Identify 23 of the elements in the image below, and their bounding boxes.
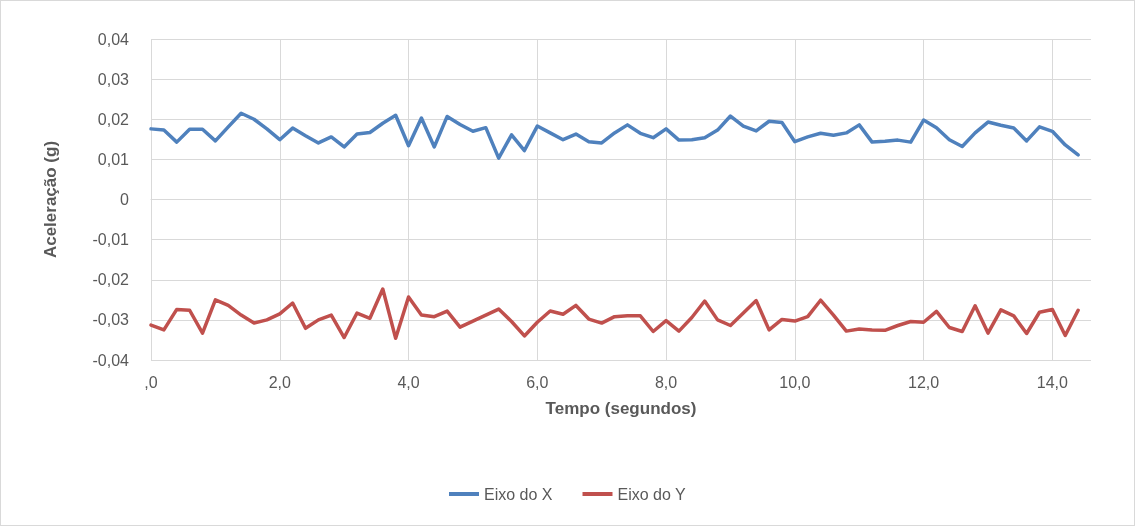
x-tick-label: 4,0	[397, 373, 420, 391]
y-tick-label: 0,03	[97, 70, 130, 88]
y-tick-label: -0,03	[92, 311, 130, 329]
y-tick-label: -0,04	[92, 351, 130, 369]
x-tick-label: 6,0	[526, 373, 549, 391]
y-tick-label: 0,01	[97, 150, 130, 168]
legend-label: Eixo do Y	[617, 485, 687, 503]
y-tick-label: -0,02	[92, 271, 130, 289]
line-series	[149, 287, 1080, 341]
y-tick-label: -0,01	[92, 231, 130, 249]
x-tick-label: 8,0	[654, 373, 678, 391]
x-tick-label: 10,0	[779, 373, 811, 391]
y-axis-title: Aceleração (g)	[41, 140, 60, 259]
x-tick-label: ,0	[144, 373, 158, 391]
x-axis-title: Tempo (segundos)	[545, 399, 697, 418]
x-tick-label: 14,0	[1036, 373, 1069, 391]
y-tick-label: 0,02	[97, 110, 130, 128]
legend-label: Eixo do X	[484, 485, 553, 503]
line-series	[149, 111, 1080, 160]
y-tick-label: 0	[120, 191, 130, 208]
x-tick-label: 2,0	[268, 373, 291, 391]
y-tick-label: 0,04	[97, 30, 130, 48]
x-tick-label: 12,0	[908, 373, 940, 391]
